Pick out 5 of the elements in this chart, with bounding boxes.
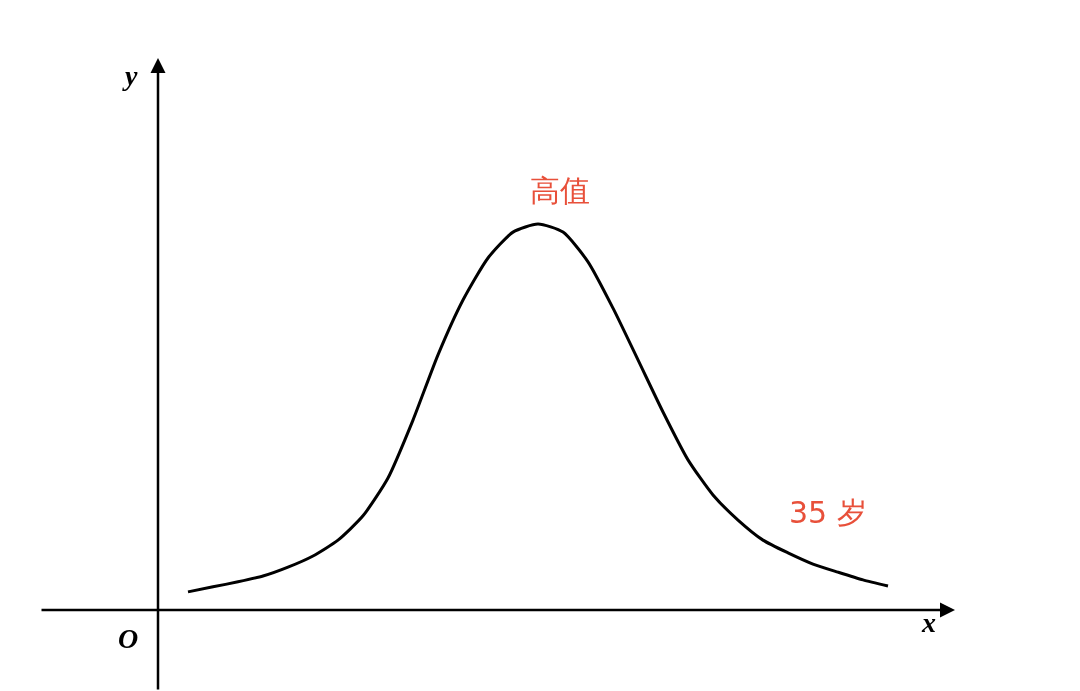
- text: O: [118, 623, 139, 654]
- text: 高值: [530, 173, 590, 208]
- annotation: 35 岁: [789, 495, 867, 530]
- y-axis-title: y: [122, 60, 138, 91]
- x-axis-title: x: [921, 607, 936, 638]
